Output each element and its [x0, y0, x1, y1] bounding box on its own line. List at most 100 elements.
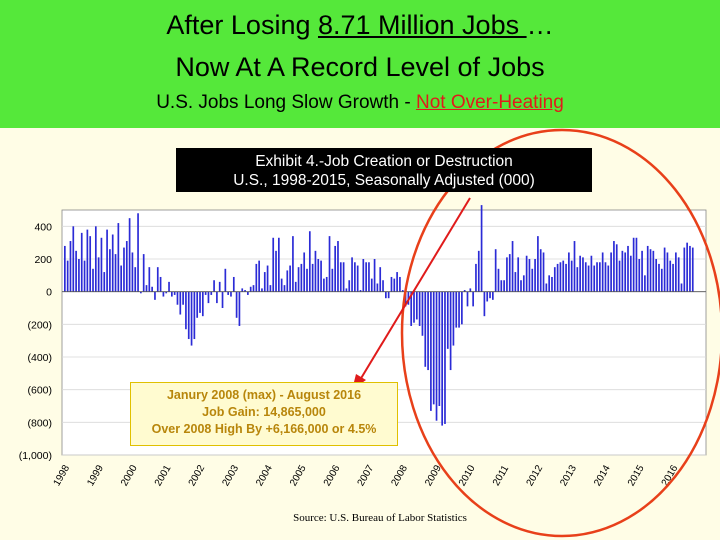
y-tick-label: 0 — [46, 287, 52, 299]
bar — [86, 229, 89, 292]
title-line1-post: … — [526, 10, 554, 40]
bar — [415, 291, 418, 320]
bar — [311, 263, 314, 292]
bar — [396, 272, 398, 292]
bar — [292, 236, 294, 292]
bar — [627, 245, 629, 292]
title-line1-pre: After Losing — [166, 10, 318, 40]
bar — [193, 291, 196, 340]
bar — [646, 245, 649, 292]
bar — [232, 276, 235, 292]
bar — [78, 259, 80, 292]
bar — [601, 252, 604, 292]
bar — [176, 291, 179, 305]
bar — [258, 260, 260, 292]
x-tick-label: 2004 — [254, 463, 275, 488]
bar — [418, 291, 421, 326]
bar — [142, 254, 145, 292]
bar — [660, 268, 663, 292]
bar — [508, 254, 511, 292]
bar — [610, 252, 612, 292]
bar — [489, 291, 491, 299]
bar — [486, 291, 489, 302]
bar — [565, 263, 567, 292]
annotation-line2: Job Gain: 14,865,000 — [202, 405, 326, 419]
bar — [655, 259, 658, 292]
y-tick-label: 400 — [34, 221, 52, 233]
bar — [559, 262, 562, 292]
bar — [497, 268, 500, 292]
bar — [511, 241, 514, 292]
bar — [624, 252, 627, 292]
bar — [69, 241, 72, 292]
bar — [80, 232, 83, 292]
bar — [306, 268, 308, 292]
bar — [514, 272, 517, 292]
bar — [179, 291, 182, 315]
bar — [449, 291, 452, 371]
bar — [334, 245, 337, 292]
bar — [441, 291, 444, 426]
bar — [362, 259, 365, 292]
bar — [494, 249, 497, 292]
bar — [151, 286, 153, 292]
bar — [278, 237, 280, 292]
bar — [635, 237, 638, 292]
bar — [500, 280, 503, 292]
bar — [390, 276, 393, 292]
bar — [337, 241, 339, 292]
bar — [75, 250, 77, 292]
bar — [351, 257, 353, 292]
bar — [556, 263, 559, 292]
bar — [89, 236, 92, 292]
bar — [539, 249, 542, 292]
bar — [320, 260, 322, 292]
bar — [235, 291, 238, 318]
bar — [263, 272, 266, 292]
bar — [103, 272, 106, 292]
bar — [427, 291, 429, 371]
bar — [658, 263, 660, 292]
bar — [607, 265, 610, 292]
bar — [638, 259, 641, 292]
bar — [216, 291, 218, 304]
y-tick-label: 200 — [34, 254, 52, 266]
bar — [387, 291, 390, 299]
bar — [190, 291, 193, 346]
highlight-ellipse — [400, 128, 720, 538]
bar — [537, 236, 539, 292]
bar — [221, 291, 224, 308]
x-tick-label: 2000 — [119, 463, 140, 488]
bar — [117, 223, 120, 292]
bar — [368, 262, 370, 292]
x-tick-label: 2010 — [457, 463, 478, 488]
bar — [641, 250, 643, 292]
bar — [562, 260, 565, 292]
bar — [269, 285, 272, 292]
bar — [342, 262, 345, 292]
bar — [165, 291, 168, 294]
bar — [131, 252, 134, 292]
bar — [618, 260, 621, 292]
bar — [680, 283, 683, 292]
y-tick-label: (200) — [27, 319, 52, 331]
bar — [286, 270, 289, 292]
x-tick-label: 2014 — [592, 463, 613, 488]
bar — [64, 245, 66, 292]
x-tick-label: 2015 — [626, 463, 647, 488]
bar — [328, 236, 331, 292]
bar — [492, 291, 494, 300]
bar — [128, 218, 131, 292]
bar — [92, 268, 94, 292]
y-tick-label: (600) — [27, 385, 52, 397]
bar — [677, 257, 680, 292]
bar — [280, 278, 283, 292]
bar — [370, 278, 373, 292]
y-tick-label: (800) — [27, 417, 52, 429]
bar — [579, 255, 581, 292]
bar — [323, 278, 325, 292]
bar — [294, 281, 297, 292]
bar — [430, 291, 432, 411]
bar — [111, 234, 114, 292]
bar — [531, 268, 534, 292]
